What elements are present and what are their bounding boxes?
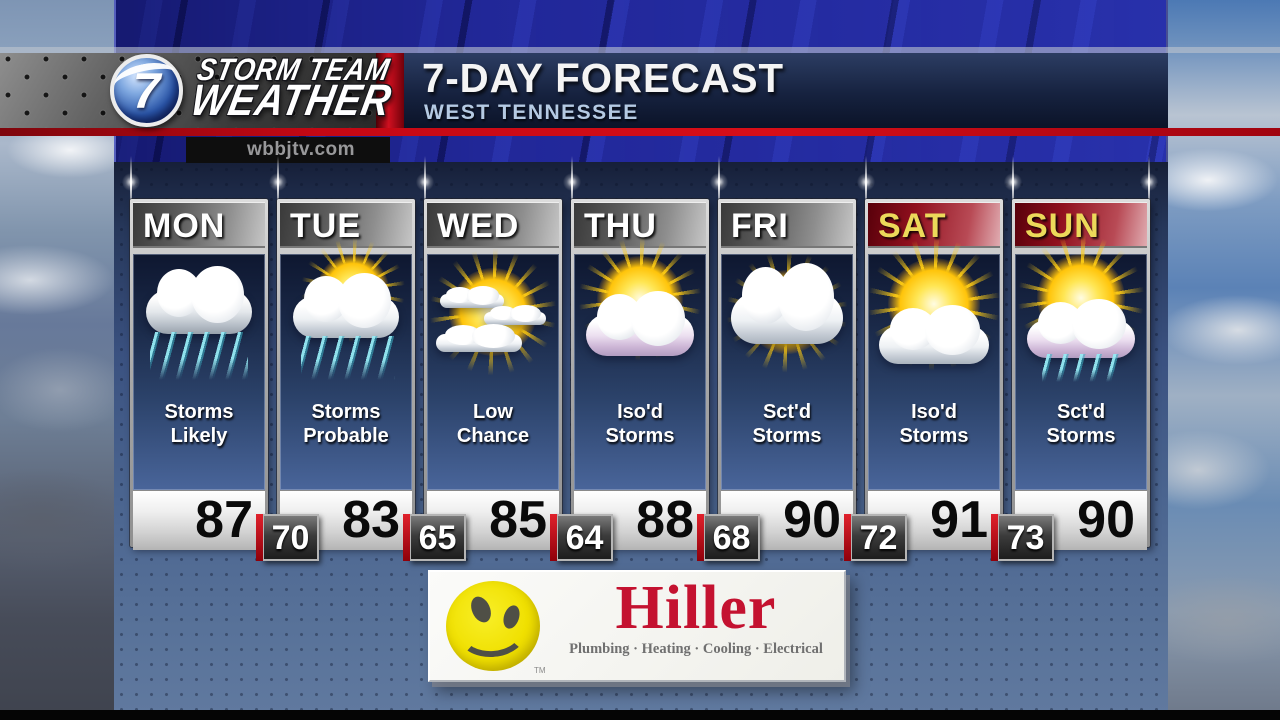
low-temperature-badge: 68 <box>697 514 760 561</box>
forecast-day-column: FRI Sct'd Storms 90 <box>718 199 856 550</box>
day-forecast-panel: Storms Likely <box>133 254 265 490</box>
smiley-face-icon <box>446 581 540 671</box>
header-red-line <box>0 128 1280 136</box>
forecast-day-column: TUE Storms Probable 83 <box>277 199 415 550</box>
cloud-icon <box>146 265 252 334</box>
header-title-panel: 7-DAY FORECAST WEST TENNESSEE <box>404 53 1168 128</box>
red-accent-strip <box>991 514 998 561</box>
condition-line2: Storms <box>605 425 675 447</box>
page-title: 7-DAY FORECAST <box>422 55 785 101</box>
rain-icon <box>150 332 248 380</box>
red-accent-strip <box>256 514 263 561</box>
day-forecast-panel: Sct'd Storms <box>1015 254 1147 490</box>
header-top-line <box>0 47 1280 53</box>
header-metal-panel <box>0 53 376 128</box>
cloud-icon <box>436 324 522 352</box>
low-temperature-badge: 65 <box>403 514 466 561</box>
trademark-label: TM <box>534 666 546 675</box>
cloud-icon <box>731 263 843 344</box>
low-temperature: 68 <box>712 519 751 557</box>
day-forecast-panel: Low Chance <box>427 254 559 490</box>
day-name-header: FRI <box>721 202 853 248</box>
cloud-icon <box>586 290 694 356</box>
day-forecast-panel: Iso'd Storms <box>868 254 1000 490</box>
weather-icon <box>579 254 701 384</box>
letterbox-bar <box>0 710 1280 720</box>
condition-text: Sct'd Storms <box>721 400 853 448</box>
cloud-icon <box>484 304 546 325</box>
sky-photo-right <box>1168 0 1280 720</box>
red-accent-strip <box>697 514 704 561</box>
logo-number: 7 <box>132 63 161 119</box>
low-temperature: 73 <box>1006 519 1045 557</box>
condition-text: Sct'd Storms <box>1015 400 1147 448</box>
region-subtitle: WEST TENNESSEE <box>424 101 639 124</box>
weather-icon <box>1020 254 1142 384</box>
rain-icon <box>1042 354 1122 382</box>
condition-line2: Storms <box>899 425 969 447</box>
low-temperature: 70 <box>271 519 310 557</box>
forecast-day-column: SUN Sct'd Storms 90 <box>1012 199 1150 550</box>
high-temperature: 87 <box>133 490 265 550</box>
forecast-day-column: MON Storms Likely 87 <box>130 199 268 550</box>
day-forecast-panel: Iso'd Storms <box>574 254 706 490</box>
weather-icon <box>726 254 848 384</box>
weather-icon <box>138 254 260 384</box>
condition-text: Storms Probable <box>280 400 412 448</box>
header-red-divider <box>376 53 404 128</box>
forecast-day-column: THU Iso'd Storms 88 <box>571 199 709 550</box>
cloud-icon <box>293 272 399 338</box>
condition-line1: Storms <box>311 401 381 423</box>
red-accent-strip <box>403 514 410 561</box>
condition-line2: Chance <box>456 425 530 447</box>
rain-icon <box>301 336 395 380</box>
sponsor-name: Hiller <box>615 574 777 642</box>
forecast-day-column: SAT Iso'd Storms 91 <box>865 199 1003 550</box>
brand-line2: WEATHER <box>187 76 396 125</box>
condition-line2: Storms <box>752 425 822 447</box>
low-temperature-badge: 70 <box>256 514 319 561</box>
condition-text: Storms Likely <box>133 400 265 448</box>
condition-line1: Iso'd <box>911 401 957 423</box>
day-name-header: WED <box>427 202 559 248</box>
sponsor-tagline: Plumbing · Heating · Cooling · Electrica… <box>569 641 823 657</box>
condition-line1: Storms <box>164 401 234 423</box>
sponsor-text-block: Hiller Plumbing · Heating · Cooling · El… <box>552 576 840 658</box>
condition-line2: Probable <box>303 425 389 447</box>
website-bar: wbbjtv.com <box>186 137 390 163</box>
storm-team-weather-logo: STORM TEAM WEATHER <box>187 52 399 125</box>
red-accent-strip <box>550 514 557 561</box>
forecast-day-column: WED Low Chance 85 <box>424 199 562 550</box>
low-temperature: 65 <box>418 519 457 557</box>
low-temperature-badge: 73 <box>991 514 1054 561</box>
weather-icon <box>873 254 995 384</box>
day-forecast-panel: Storms Probable <box>280 254 412 490</box>
condition-text: Low Chance <box>427 400 559 448</box>
condition-line1: Sct'd <box>1056 401 1106 423</box>
low-temperature-badge: 72 <box>844 514 907 561</box>
low-temperature: 72 <box>859 519 898 557</box>
channel-7-logo-icon: 7 <box>110 54 183 127</box>
weather-icon <box>432 254 554 384</box>
low-temperature-badge: 64 <box>550 514 613 561</box>
condition-text: Iso'd Storms <box>868 400 1000 448</box>
weather-icon <box>285 254 407 384</box>
condition-line1: Sct'd <box>762 401 812 423</box>
red-accent-strip <box>844 514 851 561</box>
day-forecast-panel: Sct'd Storms <box>721 254 853 490</box>
cloud-icon <box>879 305 989 364</box>
cloud-icon <box>1027 299 1135 358</box>
day-name-header: MON <box>133 202 265 248</box>
condition-line1: Low <box>473 401 513 423</box>
condition-line2: Storms <box>1046 425 1116 447</box>
cloud-icon <box>440 286 504 308</box>
low-temperature: 64 <box>565 519 604 557</box>
condition-text: Iso'd Storms <box>574 400 706 448</box>
condition-line2: Likely <box>170 425 228 447</box>
condition-line1: Iso'd <box>617 401 663 423</box>
sponsor-ad: TM Hiller Plumbing · Heating · Cooling ·… <box>428 570 846 682</box>
